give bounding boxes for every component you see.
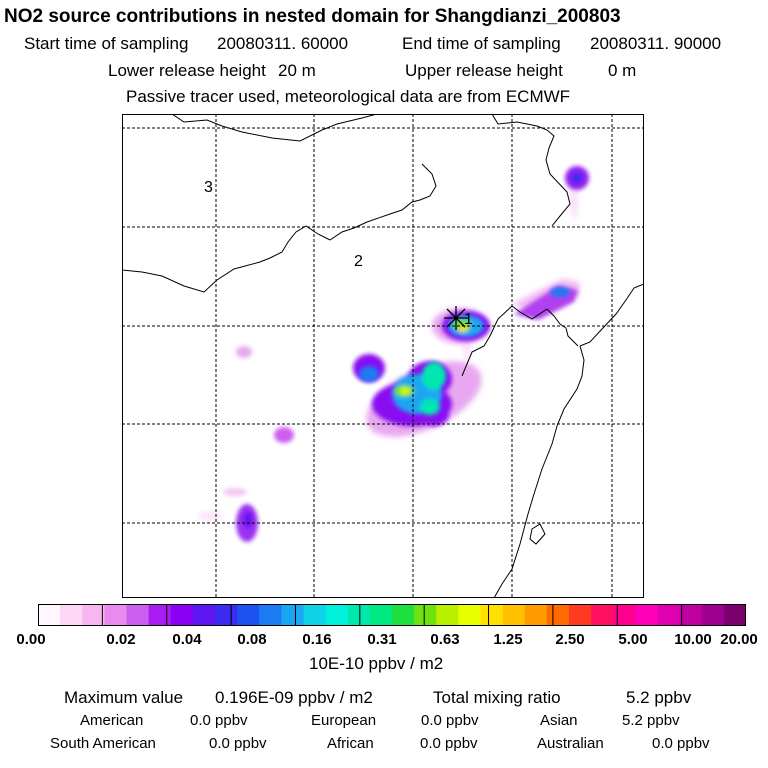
lower-release-label: Lower release height bbox=[108, 61, 266, 80]
concentration-map: 1 2 3 bbox=[122, 114, 644, 598]
colorbar-swatch bbox=[546, 604, 570, 626]
tracer-note: Passive tracer used, meteorological data… bbox=[126, 87, 571, 106]
start-time-value: 20080311. 60000 bbox=[217, 34, 349, 53]
total-mixing-value: 5.2 ppbv bbox=[626, 688, 692, 707]
colorbar-frame bbox=[38, 604, 746, 626]
colorbar-tick: 0.04 bbox=[172, 631, 202, 648]
colorbar-swatch bbox=[126, 604, 150, 626]
colorbar-tick: 20.00 bbox=[720, 631, 758, 648]
total-mixing-label: Total mixing ratio bbox=[433, 688, 561, 707]
colorbar-swatch bbox=[458, 604, 482, 626]
upper-release-label: Upper release height bbox=[405, 61, 563, 80]
colorbar-tick: 1.25 bbox=[493, 631, 523, 648]
colorbar-tick: 0.16 bbox=[302, 631, 332, 648]
colorbar-swatch bbox=[325, 604, 349, 626]
colorbar-swatch bbox=[613, 604, 636, 626]
colorbar-swatch bbox=[502, 604, 526, 626]
region-value: 5.2 ppbv bbox=[622, 712, 680, 729]
region-name: American bbox=[80, 712, 144, 729]
max-value: 0.196E-09 ppbv / m2 bbox=[215, 688, 373, 707]
colorbar-swatch bbox=[347, 604, 371, 626]
colorbar-swatch bbox=[701, 604, 725, 626]
start-time-label: Start time of sampling bbox=[24, 34, 189, 53]
colorbar-tick: 10.00 bbox=[674, 631, 712, 648]
receptor-marker bbox=[444, 306, 468, 330]
lower-release-value: 20 m bbox=[278, 61, 316, 80]
colorbar-tick: 0.31 bbox=[367, 631, 397, 648]
colorbar-swatch bbox=[38, 604, 61, 626]
colorbar-swatch bbox=[259, 604, 282, 626]
colorbar-tick: 0.02 bbox=[106, 631, 136, 648]
end-time-label: End time of sampling bbox=[402, 34, 561, 53]
colorbar-unit: 10E-10 ppbv / m2 bbox=[309, 654, 444, 673]
colorbar-swatch bbox=[82, 604, 105, 626]
colorbar-swatch bbox=[414, 604, 437, 626]
colorbar-tick: 5.00 bbox=[618, 631, 648, 648]
region-label-3: 3 bbox=[204, 179, 213, 196]
colorbar-swatch bbox=[104, 604, 128, 626]
region-name: South American bbox=[50, 735, 156, 752]
region-label-1: 1 bbox=[464, 311, 473, 328]
region-value: 0.0 ppbv bbox=[420, 735, 478, 752]
region-name: African bbox=[327, 735, 374, 752]
colorbar-swatch bbox=[215, 604, 238, 626]
boundaries bbox=[122, 114, 644, 598]
colorbar-swatch bbox=[237, 604, 260, 626]
colorbar-tick: 2.50 bbox=[555, 631, 585, 648]
colorbar-swatch bbox=[148, 604, 172, 626]
colorbar-swatch bbox=[723, 604, 746, 626]
colorbar-tick: 0.00 bbox=[16, 631, 46, 648]
colorbar-swatch bbox=[679, 604, 703, 626]
colorbar-swatch bbox=[657, 604, 681, 626]
colorbar-swatch bbox=[303, 604, 327, 626]
colorbar-swatch bbox=[392, 604, 415, 626]
colorbar-tick: 0.63 bbox=[430, 631, 460, 648]
region-value: 0.0 ppbv bbox=[190, 712, 248, 729]
colorbar-swatch bbox=[192, 604, 216, 626]
max-value-label: Maximum value bbox=[64, 688, 184, 707]
colorbar-swatch bbox=[635, 604, 659, 626]
colorbar-swatch bbox=[569, 604, 592, 626]
colorbar-swatch bbox=[480, 604, 504, 626]
region-value: 0.0 ppbv bbox=[421, 712, 479, 729]
plot-title: NO2 source contributions in nested domai… bbox=[4, 6, 621, 27]
region-value: 0.0 ppbv bbox=[209, 735, 267, 752]
colorbar-swatch bbox=[369, 604, 393, 626]
region-name: European bbox=[311, 712, 377, 729]
upper-release-value: 0 m bbox=[608, 61, 637, 80]
colorbar-swatch bbox=[591, 604, 614, 626]
lat-lon-grid bbox=[122, 114, 644, 598]
colorbar-swatch bbox=[60, 604, 83, 626]
end-time-value: 20080311. 90000 bbox=[590, 34, 722, 53]
color-legend-bar bbox=[38, 604, 746, 626]
plume-inner bbox=[244, 173, 582, 528]
colorbar-swatch bbox=[524, 604, 548, 626]
colorbar-swatch bbox=[281, 604, 305, 626]
colorbar-swatch bbox=[436, 604, 459, 626]
map-frame bbox=[122, 114, 644, 598]
colorbar-swatch bbox=[170, 604, 194, 626]
region-value: 0.0 ppbv bbox=[652, 735, 710, 752]
colorbar-tick: 0.08 bbox=[237, 631, 267, 648]
region-name: Australian bbox=[537, 735, 604, 752]
region-label-2: 2 bbox=[354, 253, 363, 270]
region-name: Asian bbox=[540, 712, 578, 729]
